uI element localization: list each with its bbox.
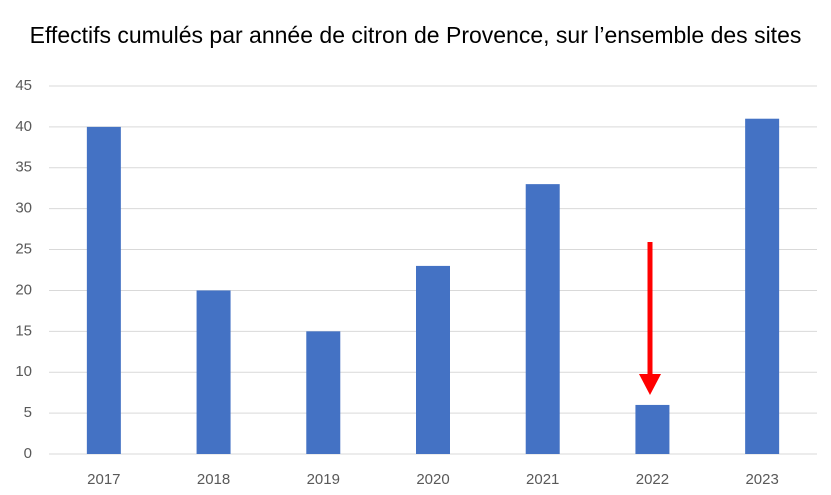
x-tick-label: 2023: [745, 471, 778, 488]
chart-title: Effectifs cumulés par année de citron de…: [20, 18, 811, 52]
x-tick-label: 2019: [307, 471, 340, 488]
y-tick-label: 5: [24, 404, 32, 421]
x-tick-label: 2020: [416, 471, 449, 488]
y-tick-label: 30: [15, 200, 32, 217]
y-tick-label: 10: [15, 363, 32, 380]
bar: [196, 290, 231, 454]
x-tick-label: 2021: [526, 471, 559, 488]
y-tick-label: 35: [15, 159, 32, 176]
y-tick-label: 40: [15, 118, 32, 135]
bar: [745, 118, 780, 454]
x-tick-label: 2017: [87, 471, 120, 488]
y-tick-label: 15: [15, 322, 32, 339]
y-tick-label: 25: [15, 241, 32, 258]
x-tick-label: 2018: [197, 471, 230, 488]
y-tick-label: 0: [24, 445, 32, 462]
y-tick-label: 45: [15, 77, 32, 94]
bar: [86, 126, 121, 454]
bar: [306, 331, 341, 454]
y-tick-label: 20: [15, 281, 32, 298]
x-tick-label: 2022: [636, 471, 669, 488]
bar: [525, 184, 560, 454]
bar: [635, 404, 670, 454]
annotation-arrow: [639, 242, 661, 395]
bar: [416, 265, 450, 454]
